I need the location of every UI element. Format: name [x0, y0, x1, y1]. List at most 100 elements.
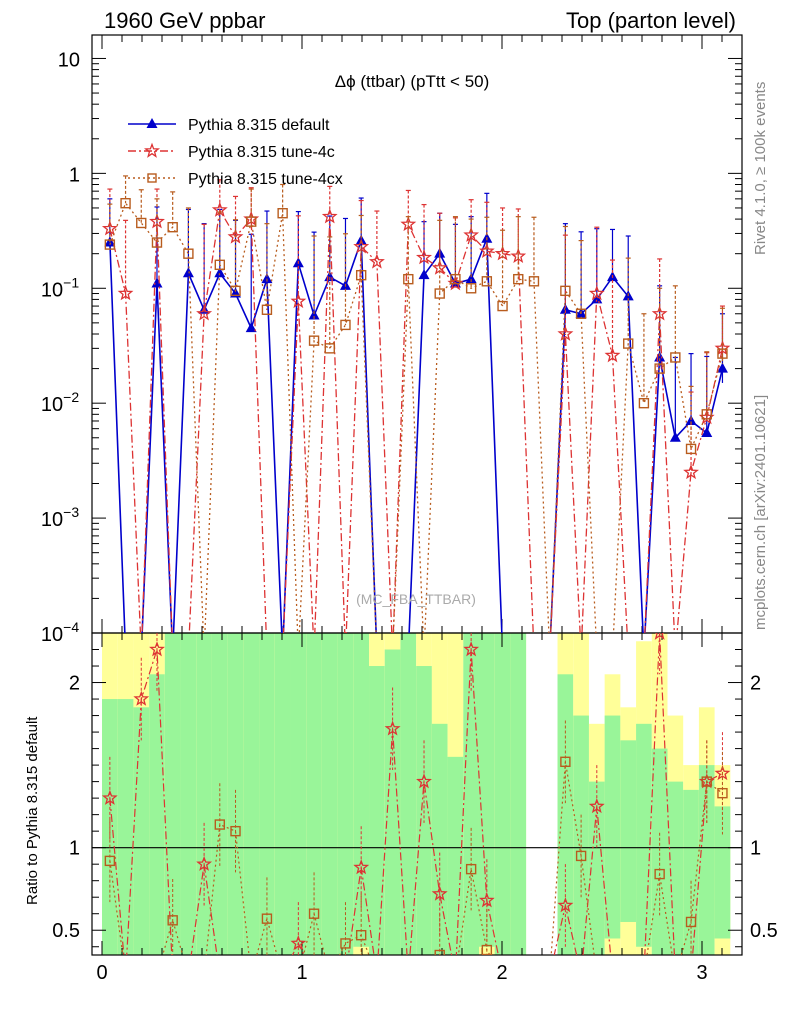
legend-label-default: Pythia 8.315 default [188, 117, 330, 134]
ratio-band-green [180, 633, 197, 955]
watermark: (MC_FBA_TTBAR) [356, 591, 476, 607]
ratio-y-tick-label-right: 0.5 [750, 920, 778, 942]
data-point [497, 300, 508, 312]
ratio-point [714, 765, 731, 781]
data-point [651, 305, 668, 321]
ratio-band-green [588, 781, 605, 955]
legend-entry-tune-4cx: Pythia 8.315 tune-4cx [128, 171, 343, 188]
x-tick-label: 2 [496, 962, 507, 984]
legend-label-tune-4c: Pythia 8.315 tune-4c [188, 144, 335, 161]
data-point [340, 319, 351, 331]
data-point [214, 259, 226, 271]
ratio-band-green [494, 633, 511, 955]
ratio-band-green [557, 674, 574, 955]
ratio-line-1 [109, 761, 723, 955]
ratio-point [465, 863, 477, 875]
ratio-point [308, 908, 320, 919]
ratio-point [290, 935, 307, 951]
ratio-point [149, 641, 165, 657]
data-point [321, 208, 338, 224]
data-point [261, 273, 273, 284]
legend-entry-tune-4c: Pythia 8.315 tune-4c [128, 142, 335, 161]
data-point [559, 303, 571, 314]
plot-title: Δϕ (ttbar) (pTtt < 50) [335, 72, 490, 91]
data-point [463, 226, 480, 242]
data-point [261, 304, 273, 315]
ratio-band-green [400, 633, 417, 955]
ratio-band-green [620, 740, 637, 922]
ratio-point [384, 720, 401, 736]
ratio-band-green [683, 789, 699, 955]
data-point [623, 338, 634, 349]
ratio-frame [91, 632, 743, 956]
ratio-band-green [353, 633, 370, 947]
data-point [654, 363, 665, 374]
ratio-point [717, 787, 728, 799]
ratio-band-green [117, 699, 134, 955]
ratio-band-green [133, 707, 150, 955]
legend: Pythia 8.315 default Pythia 8.315 tune-4… [128, 117, 343, 188]
data-point [230, 285, 241, 297]
ratio-band-green [164, 633, 181, 955]
ratio-band-green [384, 649, 401, 955]
ratio-point [431, 885, 448, 901]
data-point [117, 285, 134, 301]
ratio-band-green [510, 633, 527, 955]
ratio-band-green [227, 633, 244, 955]
data-point [182, 267, 194, 278]
ratio-point [434, 949, 445, 955]
data-point [591, 293, 603, 304]
ratio-point [685, 916, 697, 928]
ratio-point [588, 798, 605, 814]
ratio-point [196, 855, 213, 871]
data-point [701, 409, 712, 420]
data-point [324, 343, 335, 354]
data-point [481, 276, 493, 287]
data-point [685, 443, 697, 455]
data-point [290, 292, 307, 309]
ratio-point [416, 773, 432, 789]
data-point [434, 288, 445, 299]
ratio-y-tick-label: 0.5 [52, 920, 80, 942]
ratio-point [701, 776, 712, 787]
ratio-band-green [667, 781, 684, 955]
data-point [683, 464, 699, 480]
x-tick-label: 1 [296, 962, 307, 984]
data-point [403, 273, 414, 285]
ratio-point [575, 850, 587, 862]
ratio-point [560, 756, 571, 767]
ratio-band-green [259, 633, 275, 955]
data-point [246, 216, 257, 227]
ratio-y-tick-label-right: 1 [750, 838, 761, 860]
data-point [104, 239, 116, 250]
legend-label-tune-4cx: Pythia 8.315 tune-4cx [188, 171, 343, 188]
ratio-point [104, 855, 116, 867]
data-point [450, 273, 461, 285]
x-tick-label: 3 [696, 962, 707, 984]
ratio-point [133, 690, 150, 706]
ratio-band-green [604, 715, 621, 939]
ratio-band-green [651, 748, 668, 955]
ratio-point [557, 897, 574, 913]
series-line-0 [109, 238, 724, 633]
data-point [355, 269, 367, 281]
data-point [308, 309, 320, 320]
x-tick-label: 0 [96, 962, 107, 984]
ratio-band-green [290, 633, 307, 955]
y-tick-label: 10−4 [41, 619, 79, 646]
data-point [353, 238, 370, 254]
data-point [669, 431, 681, 442]
ratio-point [478, 892, 495, 908]
ratio-band-green [369, 666, 385, 955]
ratio-point [261, 913, 273, 924]
series-line-1 [109, 208, 724, 633]
data-point [227, 228, 244, 244]
ratio-band-green [321, 633, 338, 955]
ratio-point [654, 633, 665, 640]
data-point [245, 322, 257, 333]
data-point [120, 197, 131, 209]
ratio-point [101, 789, 118, 805]
data-point [465, 273, 477, 284]
data-point [528, 276, 540, 287]
